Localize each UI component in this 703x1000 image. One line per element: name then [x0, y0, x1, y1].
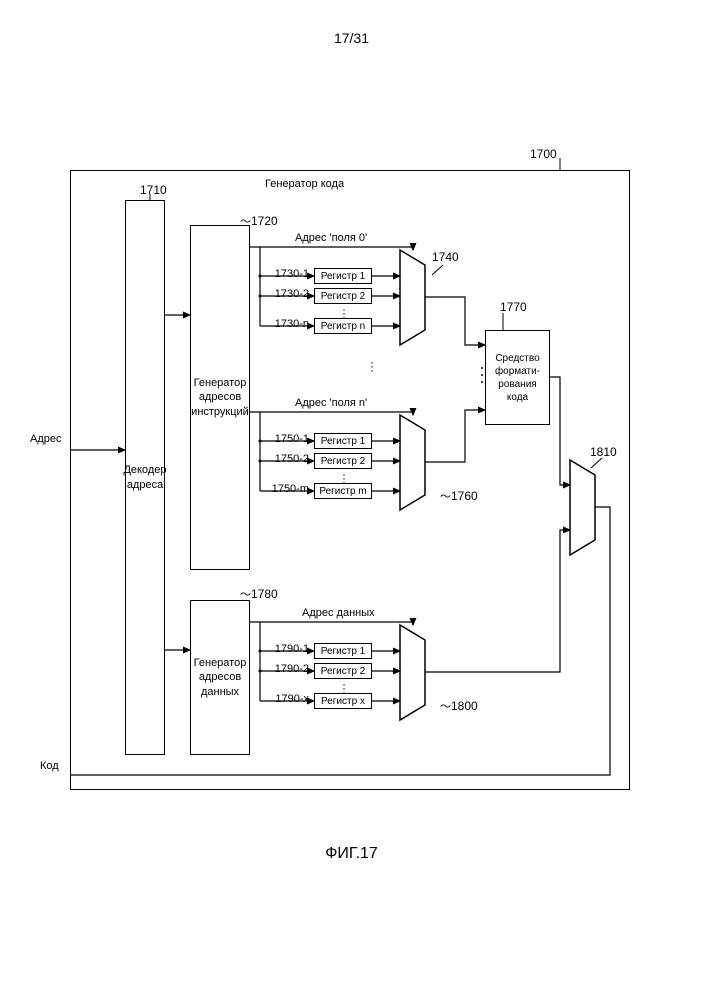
decoder-label: Декодер адреса — [123, 463, 166, 492]
reg-1750-m: Регистр m — [314, 483, 372, 499]
reg-ref-1750-m: 1750-m — [265, 483, 309, 495]
vdots-mid-gap: ··· — [370, 360, 374, 372]
page-number: 17/31 — [0, 30, 703, 46]
gen-instr-block: Генератор адресов инструкций — [190, 225, 250, 570]
reg-1730-n: Регистр n — [314, 318, 372, 334]
reg-ref-1790-x: 1790-x — [265, 693, 309, 705]
addr-field0-label: Адрес 'поля 0' — [295, 232, 367, 244]
figure-caption: ФИГ.17 — [0, 845, 703, 863]
decoder-block: Декодер адреса — [125, 200, 165, 755]
reg-ref-1790-2: 1790-2 — [265, 663, 309, 675]
reg-1750-1: Регистр 1 — [314, 433, 372, 449]
output-label: Код — [40, 760, 59, 772]
ref-container: 1700 — [530, 147, 557, 161]
ref-decoder: 1710 — [140, 183, 167, 197]
reg-ref-1750-1: 1750-1 — [265, 433, 309, 445]
ref-formatter: 1770 — [500, 300, 527, 314]
reg-ref-1730-1: 1730-1 — [265, 268, 309, 280]
input-label: Адрес — [30, 433, 62, 445]
reg-ref-1790-1: 1790-1 — [265, 643, 309, 655]
reg-ref-1730-2: 1730-2 — [265, 288, 309, 300]
gen-instr-label: Генератор адресов инструкций — [191, 376, 249, 419]
formatter-label: Средство формати- рования кода — [495, 352, 540, 404]
gen-data-block: Генератор адресов данных — [190, 600, 250, 755]
ref-mux-out: 1810 — [590, 445, 617, 459]
reg-1730-1: Регистр 1 — [314, 268, 372, 284]
reg-1790-1: Регистр 1 — [314, 643, 372, 659]
ref-mux-top: 1740 — [432, 250, 459, 264]
addr-data-label: Адрес данных — [302, 607, 375, 619]
formatter-block: Средство формати- рования кода — [485, 330, 550, 425]
reg-1790-x: Регистр x — [314, 693, 372, 709]
ref-mux-mid: ～1760 — [440, 488, 478, 504]
reg-ref-1730-n: 1730-n — [265, 318, 309, 330]
gen-data-label: Генератор адресов данных — [194, 656, 247, 699]
reg-ref-1750-2: 1750-2 — [265, 453, 309, 465]
addr-fieldn-label: Адрес 'поля n' — [295, 397, 367, 409]
ref-mux-data: ～1800 — [440, 698, 478, 714]
diagram-container: 1700 Генератор кода 1710 Декодер адреса … — [70, 150, 630, 790]
